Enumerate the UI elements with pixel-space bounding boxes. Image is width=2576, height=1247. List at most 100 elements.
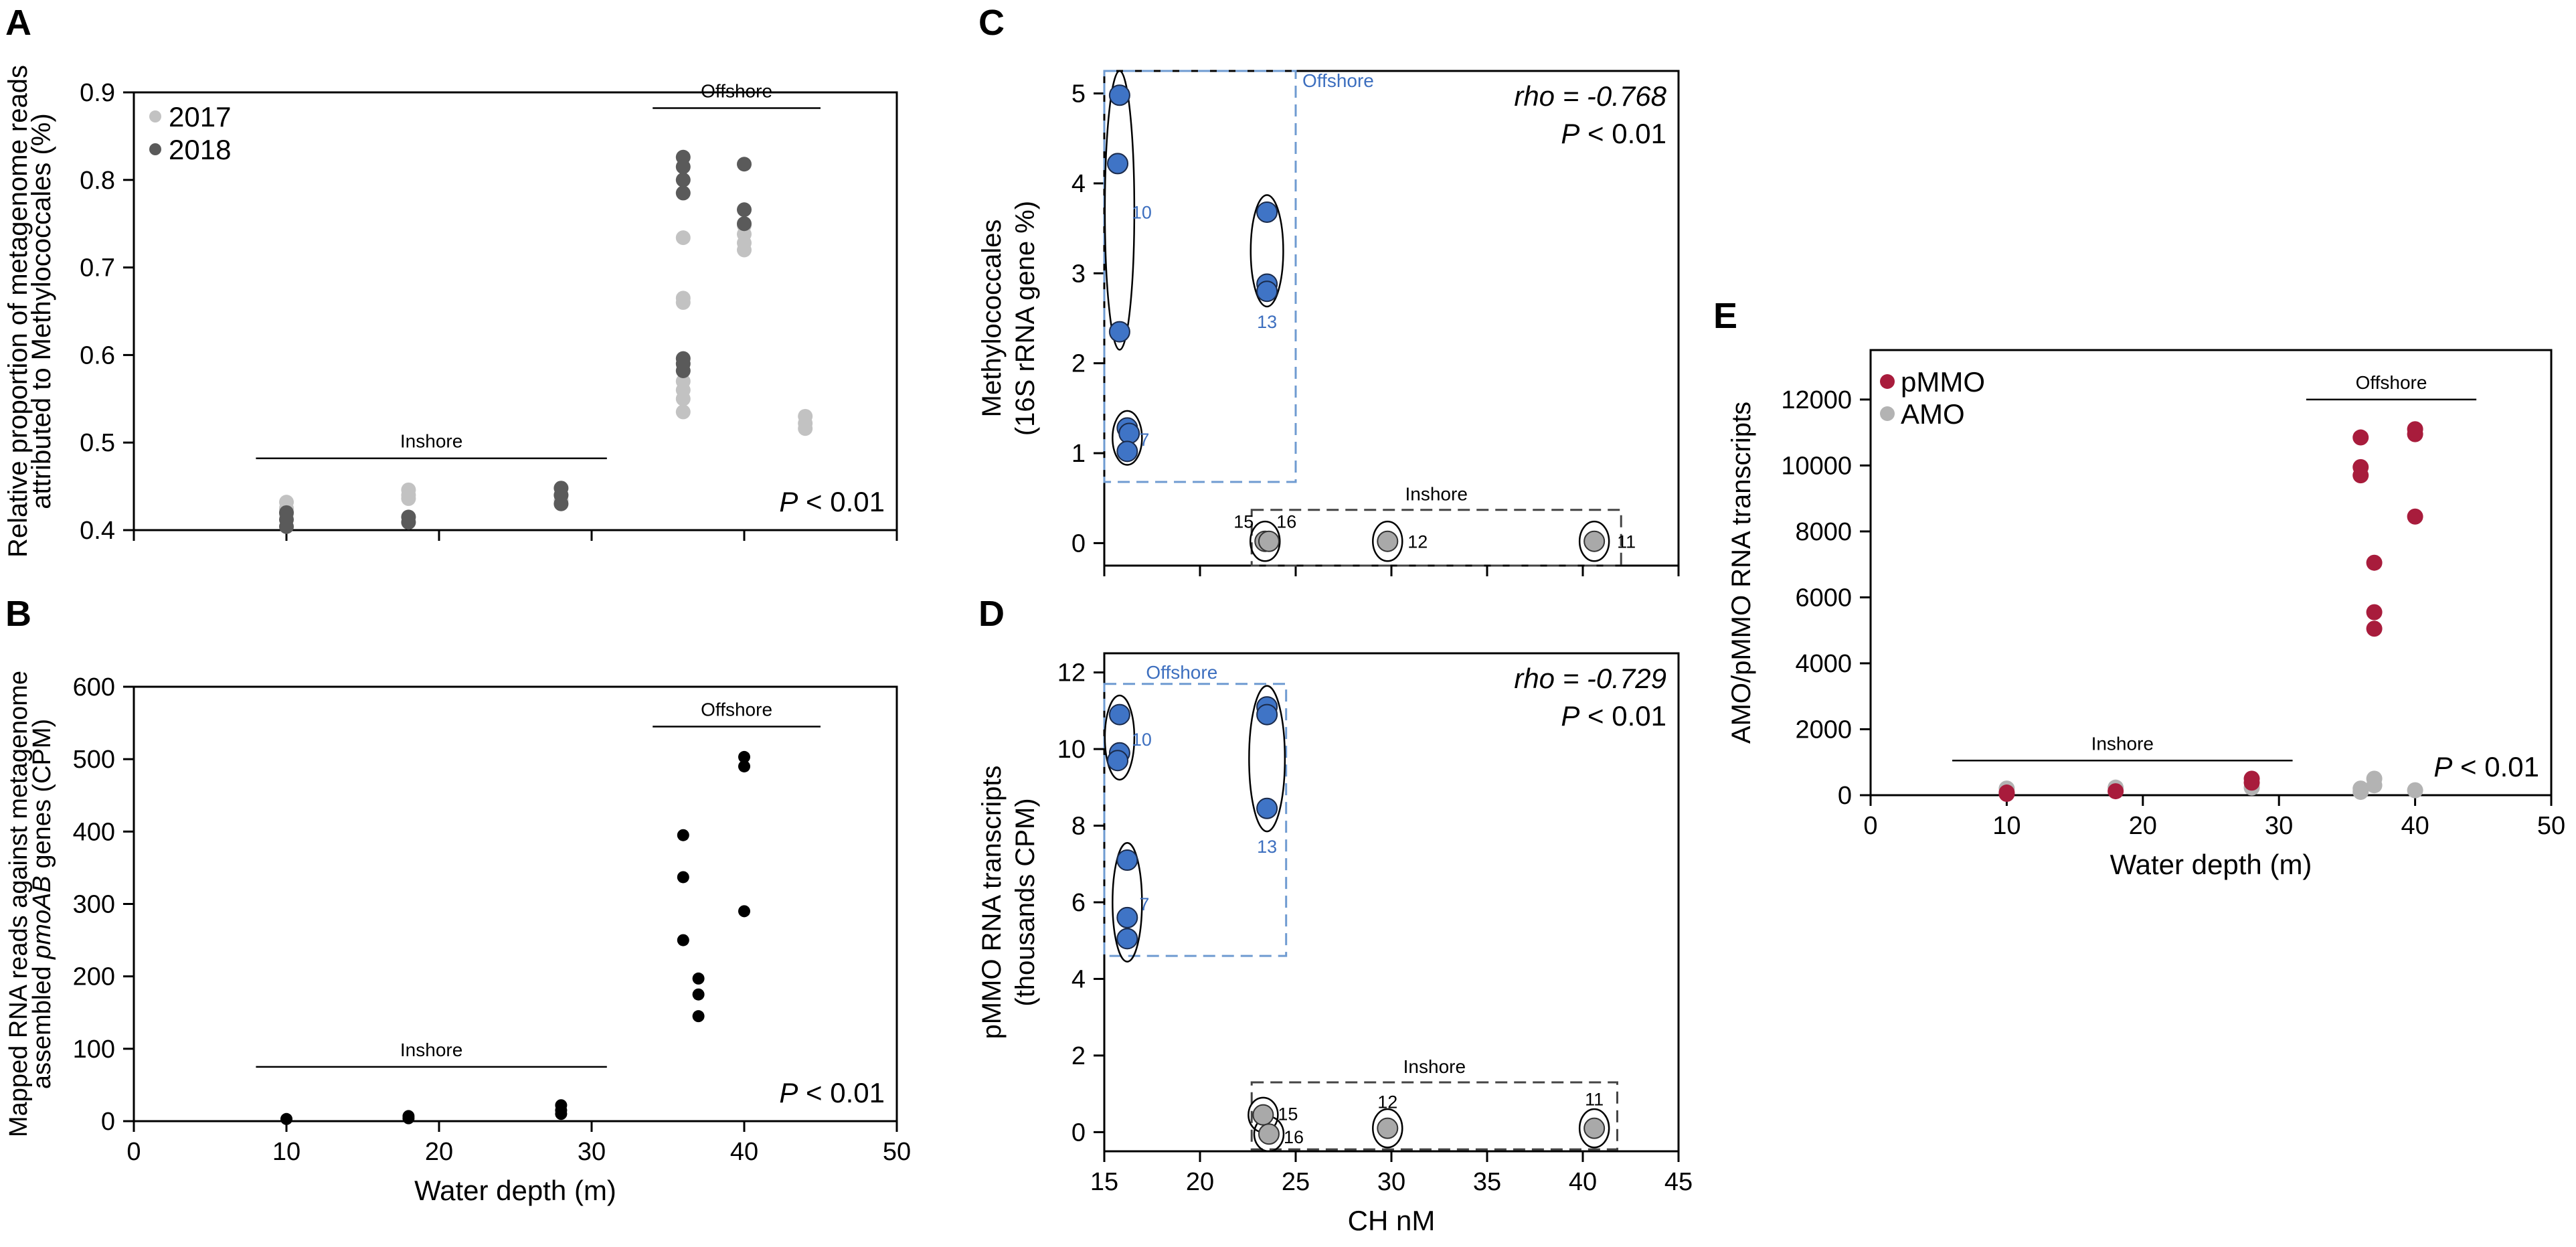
p-value-text: < 0.01	[1579, 700, 1666, 732]
data-point-offshore	[1256, 797, 1278, 819]
data-point-2018	[737, 157, 752, 172]
x-tick-label-e: 20	[2129, 812, 2157, 840]
box-offshore	[1103, 70, 1297, 483]
x-axis-label-b: Water depth (m)	[414, 1175, 616, 1206]
x-tick-label-b: 20	[425, 1138, 453, 1166]
data-point-2017	[798, 421, 813, 436]
cluster-label-10: 10	[1132, 202, 1152, 222]
x-tick-label-b: 0	[126, 1138, 141, 1166]
cluster-ellipse-12	[1372, 520, 1403, 562]
data-point-samples	[692, 1010, 705, 1023]
data-point-offshore	[1108, 703, 1130, 726]
cluster-ellipse-11	[1578, 1108, 1610, 1149]
y-tick-label-a: 0.9	[80, 79, 115, 107]
data-point-offshore	[1256, 703, 1278, 726]
panel-letter-c: C	[978, 3, 1005, 43]
p-value-text: < 0.01	[798, 486, 885, 517]
x-tick-label-e: 40	[2401, 812, 2429, 840]
y-tick-label-e: 10000	[1781, 452, 1852, 480]
cluster-label-12: 12	[1407, 532, 1428, 552]
y-tick-label-a: 0.8	[80, 167, 115, 195]
y-tick-label-d: 0	[1071, 1118, 1086, 1147]
legend-marker-amo	[1880, 406, 1895, 421]
data-point-samples	[738, 760, 750, 772]
group-label-inshore: Inshore	[400, 1040, 462, 1060]
x-tick-label-b: 50	[883, 1138, 911, 1166]
y-axis-label-b-line2: assembled pmoAB genes (CPM)	[28, 719, 56, 1089]
data-point-2017	[401, 491, 416, 506]
y-tick-label-b: 0	[101, 1108, 115, 1136]
y-axis-label-e: AMO/pMMO RNA transcripts	[1727, 402, 1756, 744]
x-axis-label-e: Water depth (m)	[2110, 849, 2312, 880]
y-axis-label-d: (thousands CPM)	[1011, 798, 1040, 1006]
data-point-offshore	[1116, 849, 1138, 871]
y-tick-label-b: 100	[73, 1035, 115, 1064]
group-label-inshore: Inshore	[400, 431, 462, 452]
x-tick-label-e: 0	[1863, 812, 1877, 840]
data-point-2018	[675, 185, 691, 201]
cluster-ellipse-7	[1112, 410, 1143, 466]
y-tick-label-b: 400	[73, 818, 115, 846]
p-value-text: < 0.01	[798, 1077, 885, 1108]
data-point-inshore	[1583, 1117, 1606, 1139]
data-point-samples	[677, 871, 689, 884]
cluster-label-13: 13	[1257, 837, 1277, 857]
data-point-2017	[675, 295, 691, 310]
cluster-ellipse-10	[1104, 694, 1136, 781]
data-point-samples	[280, 1112, 292, 1125]
data-point-pmmo	[2366, 604, 2383, 620]
y-tick-label-b: 300	[73, 891, 115, 919]
data-point-2018	[279, 519, 294, 534]
p-value-text: < 0.01	[2452, 751, 2539, 782]
data-point-inshore	[1377, 530, 1399, 552]
data-point-2017	[675, 391, 691, 406]
y-tick-label-b: 200	[73, 963, 115, 991]
data-point-offshore	[1256, 201, 1278, 223]
data-point-2017	[737, 242, 752, 258]
x-tick-label-d: 40	[1569, 1168, 1597, 1196]
cluster-label-11: 11	[1585, 1090, 1604, 1110]
data-point-offshore	[1107, 153, 1129, 175]
cluster-label-13: 13	[1257, 312, 1277, 332]
legend-label-pmmo: pMMO	[1901, 366, 1985, 398]
box-offshore	[1103, 683, 1288, 957]
data-point-samples	[555, 1108, 568, 1120]
data-point-2018	[675, 363, 691, 378]
cluster-label-16: 16	[1284, 1127, 1304, 1147]
y-tick-label-d: 2	[1071, 1042, 1086, 1070]
group-label-offshore: Offshore	[701, 81, 772, 102]
y-tick-label-c: 1	[1071, 440, 1086, 468]
x-tick-label-d: 35	[1473, 1168, 1501, 1196]
p-value-d: P < 0.01	[1561, 700, 1666, 732]
y-axis-label-italic: pmoAB	[28, 876, 56, 960]
panel-a: 0.4 0.5 0.6 0.7 0.8 0.9 Relative proportion of…	[3, 65, 898, 558]
y-tick-label-d: 10	[1057, 736, 1086, 764]
cluster-label-15: 15	[1278, 1104, 1298, 1125]
legend-marker-2017	[149, 110, 161, 122]
box-label-inshore: Inshore	[1403, 1056, 1466, 1077]
y-axis-label-c: Methylococcales	[977, 220, 1007, 418]
panel-letter-d: D	[978, 594, 1005, 634]
y-tick-label-d: 6	[1071, 889, 1086, 917]
data-point-pmmo	[2407, 508, 2423, 525]
y-tick-label-e: 2000	[1795, 716, 1852, 744]
data-point-samples	[692, 988, 705, 1001]
box-label-inshore: Inshore	[1405, 484, 1468, 505]
cluster-ellipse-11	[1578, 520, 1610, 562]
p-value-letter: P	[779, 1077, 798, 1108]
p-value-text: < 0.01	[1579, 118, 1666, 149]
y-tick-label-e: 8000	[1795, 518, 1852, 546]
data-point-2018	[401, 515, 416, 530]
x-tick-label-b: 30	[578, 1138, 606, 1166]
data-point-pmmo	[1998, 786, 2015, 803]
p-value-letter: P	[2433, 751, 2452, 782]
data-point-2018	[675, 172, 691, 187]
data-point-2018	[737, 202, 752, 218]
data-point-samples	[692, 972, 705, 985]
stat-rho-d: rho = -0.729	[1514, 663, 1666, 694]
data-point-samples	[738, 750, 750, 763]
y-tick-label-d: 8	[1071, 813, 1086, 841]
p-value-e: P < 0.01	[2433, 751, 2539, 782]
